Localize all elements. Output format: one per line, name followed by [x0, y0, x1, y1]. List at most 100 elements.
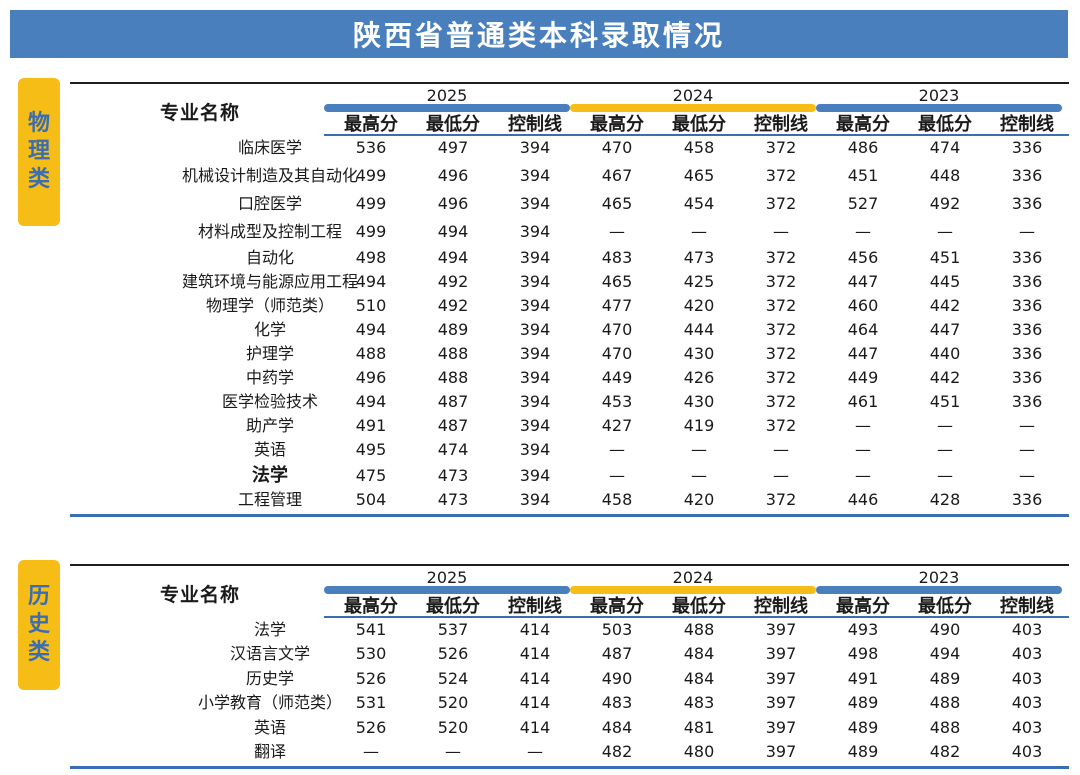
year-bar-2023 — [816, 586, 1062, 594]
table-row: 口腔医学 499 496 394 465 454 372 527 492 336 — [70, 192, 1069, 216]
major-name: 小学教育（师范类） — [197, 693, 342, 713]
year-bar-2024 — [570, 586, 816, 594]
score-cell: 460 — [847, 296, 879, 315]
subcolumn-header: 最高分 — [344, 596, 398, 617]
score-cell: 451 — [847, 166, 879, 185]
year-bar-2025 — [324, 104, 570, 112]
score-cell: 458 — [601, 490, 633, 509]
score-cell: 492 — [929, 194, 961, 213]
score-cell: 488 — [437, 344, 469, 363]
score-cell: 336 — [1011, 194, 1043, 213]
score-cell: 372 — [765, 368, 797, 387]
score-cell: — — [773, 466, 789, 485]
score-cell: 425 — [683, 272, 715, 291]
table-row: 汉语言文学 530 526 414 487 484 397 498 494 403 — [70, 642, 1069, 666]
score-cell: — — [1019, 416, 1035, 435]
score-cell: 394 — [519, 320, 551, 339]
score-cell: 397 — [765, 717, 797, 737]
score-cell: — — [609, 466, 625, 485]
score-cell: 520 — [437, 717, 469, 737]
subcolumn-header: 最高分 — [344, 114, 398, 135]
score-cell: 447 — [929, 320, 961, 339]
score-cell: 489 — [437, 320, 469, 339]
table-bottom-rule — [70, 766, 1069, 770]
score-cell: 403 — [1011, 693, 1043, 713]
score-cell: 467 — [601, 166, 633, 185]
score-cell: 495 — [355, 440, 387, 459]
score-cell: — — [691, 222, 707, 241]
score-cell: 491 — [355, 416, 387, 435]
table-top-rule — [70, 82, 1069, 84]
score-cell: 494 — [355, 392, 387, 411]
score-cell: 498 — [847, 644, 879, 664]
major-name: 历史学 — [245, 668, 294, 688]
subcolumn-header: 最低分 — [426, 596, 480, 617]
score-cell: 372 — [765, 166, 797, 185]
table-row: 临床医学 536 497 394 470 458 372 486 474 336 — [70, 136, 1069, 160]
score-cell: — — [937, 416, 953, 435]
major-name: 建筑环境与能源应用工程 — [181, 272, 358, 291]
score-cell: 473 — [683, 248, 715, 267]
score-cell: 419 — [683, 416, 715, 435]
score-cell: 504 — [355, 490, 387, 509]
table-row: 助产学 491 487 394 427 419 372 — — — — [70, 414, 1069, 438]
score-cell: — — [855, 440, 871, 459]
score-cell: 488 — [355, 344, 387, 363]
score-cell: 336 — [1011, 392, 1043, 411]
score-cell: — — [855, 466, 871, 485]
score-cell: 447 — [847, 272, 879, 291]
score-cell: 336 — [1011, 344, 1043, 363]
score-cell: — — [691, 466, 707, 485]
major-name: 工程管理 — [237, 490, 302, 509]
major-name: 医学检验技术 — [221, 392, 318, 411]
score-cell: 470 — [601, 344, 633, 363]
score-cell: 531 — [355, 693, 387, 713]
score-cell: 499 — [355, 194, 387, 213]
year-header-2025: 2025 — [426, 86, 468, 105]
score-cell: 489 — [929, 668, 961, 688]
score-cell: — — [691, 440, 707, 459]
table-row: 自动化 498 494 394 483 473 372 456 451 336 — [70, 246, 1069, 270]
score-cell: 465 — [683, 166, 715, 185]
score-cell: 372 — [765, 138, 797, 157]
score-cell: 403 — [1011, 668, 1043, 688]
table-row: 机械设计制造及其自动化 499 496 394 467 465 372 451 448 336 — [70, 164, 1069, 188]
year-header-2024: 2024 — [672, 86, 714, 105]
subcolumn-header: 最低分 — [918, 114, 972, 135]
major-name: 中药学 — [245, 368, 294, 387]
score-cell: — — [855, 416, 871, 435]
score-cell: 394 — [519, 466, 551, 485]
score-cell: 336 — [1011, 138, 1043, 157]
table-row: 法学 475 473 394 — — — — — — — [70, 464, 1069, 488]
major-name: 英语 — [253, 717, 286, 737]
score-cell: 447 — [847, 344, 879, 363]
score-cell: 451 — [929, 248, 961, 267]
score-cell: 430 — [683, 344, 715, 363]
score-cell: 496 — [355, 368, 387, 387]
subcolumn-header: 最高分 — [836, 114, 890, 135]
subcolumn-header: 最低分 — [918, 596, 972, 617]
score-cell: 444 — [683, 320, 715, 339]
score-cell: 336 — [1011, 296, 1043, 315]
score-cell: 336 — [1011, 248, 1043, 267]
major-name-header: 专业名称 — [159, 102, 240, 124]
table-row: 化学 494 489 394 470 444 372 464 447 336 — [70, 318, 1069, 342]
score-cell: 394 — [519, 392, 551, 411]
table-row: 小学教育（师范类） 531 520 414 483 483 397 489 488 403 — [70, 691, 1069, 715]
score-cell: 492 — [437, 296, 469, 315]
score-cell: 394 — [519, 490, 551, 509]
subcolumn-header: 控制线 — [754, 114, 808, 135]
score-cell: 488 — [929, 693, 961, 713]
score-cell: 536 — [355, 138, 387, 157]
score-cell: 394 — [519, 166, 551, 185]
physics-tab-label: 物理类 — [27, 111, 50, 192]
major-name: 自动化 — [245, 248, 294, 267]
score-cell: 372 — [765, 272, 797, 291]
year-bar-2024 — [570, 104, 816, 112]
score-cell: 487 — [437, 416, 469, 435]
score-cell: 397 — [765, 620, 797, 639]
score-cell: 473 — [437, 490, 469, 509]
score-cell: — — [1019, 440, 1035, 459]
score-cell: 470 — [601, 320, 633, 339]
score-cell: 414 — [519, 668, 551, 688]
